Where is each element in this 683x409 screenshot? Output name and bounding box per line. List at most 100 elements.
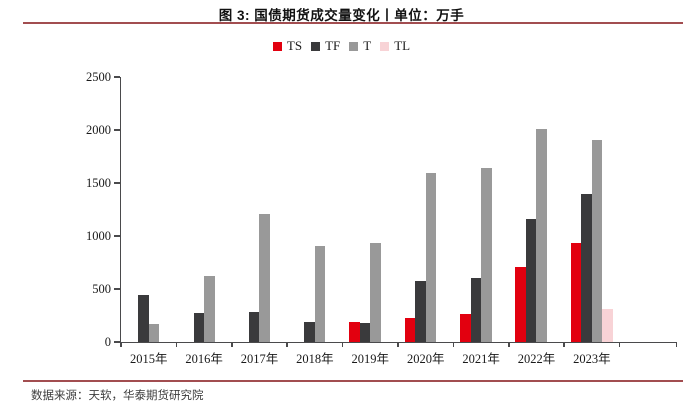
bar-tf-2023年	[581, 194, 592, 342]
x-axis-tick	[175, 342, 178, 347]
legend-label: TF	[325, 38, 341, 53]
bar-cluster	[404, 172, 447, 342]
data-source: 数据来源：天软，华泰期货研究院	[31, 390, 204, 402]
x-axis-tick	[618, 342, 621, 347]
x-axis-tick	[286, 342, 288, 347]
x-axis-label: 2016年	[185, 352, 223, 366]
bar-slot-tf	[138, 295, 149, 342]
legend-item-tf: TF	[311, 38, 340, 54]
bar-t-2021年	[481, 167, 492, 342]
x-axis-tick	[397, 342, 399, 347]
bar-ts-2020年	[404, 318, 416, 342]
bar-group-2017年	[232, 77, 287, 342]
bar-group-2022年	[509, 77, 564, 342]
y-axis-tick	[113, 235, 120, 237]
figure-title: 图 3: 国债期货成交量变化丨单位：万手	[218, 8, 465, 23]
bar-tf-2018年	[304, 321, 315, 342]
bar-group-2019年	[343, 77, 398, 342]
bar-slot-t	[591, 139, 603, 342]
legend-swatch-tf-icon	[311, 41, 321, 51]
bar-slot-tf	[470, 277, 482, 342]
y-axis-tick	[113, 341, 120, 343]
bar-slot-tf	[248, 312, 260, 342]
legend-item-tl: TL	[380, 38, 410, 54]
bar-slot-t	[148, 323, 160, 342]
bar-cluster	[183, 275, 225, 342]
bar-slot-ts	[460, 314, 471, 342]
bar-slot-t	[536, 128, 547, 342]
bar-slot-tf	[359, 323, 371, 342]
bar-cluster	[515, 128, 557, 342]
bar-cluster	[238, 213, 280, 342]
bar-slot-ts	[570, 242, 582, 342]
x-axis-label: 2019年	[351, 352, 390, 366]
bar-slot-tf	[193, 313, 205, 342]
x-axis-tick	[341, 342, 344, 347]
bar-slot-tf	[304, 321, 315, 342]
legend-label: T	[363, 38, 372, 53]
legend-label: TL	[394, 38, 411, 53]
bar-group-2021年	[453, 77, 508, 342]
bar-t-2022年	[536, 128, 547, 342]
y-axis-label: 2000	[86, 123, 111, 137]
bar-t-2015年	[148, 323, 160, 342]
bar-group-2023年	[564, 77, 619, 342]
bar-cluster	[128, 295, 170, 342]
bar-tf-2020年	[415, 281, 426, 342]
bar-slot-t	[370, 243, 381, 342]
y-axis-label: 500	[92, 282, 111, 296]
bar-group-2015年	[121, 77, 176, 342]
bar-slot-tf	[581, 194, 592, 342]
bar-slot-tf	[415, 281, 426, 342]
legend-swatch-ts-icon	[272, 41, 282, 51]
bar-cluster	[570, 139, 613, 342]
legend-label: TS	[286, 38, 303, 53]
bar-tf-2015年	[138, 295, 149, 342]
bar-tf-2017年	[248, 312, 260, 342]
legend-item-ts: TS	[272, 38, 303, 54]
bar-t-2023年	[591, 139, 603, 342]
bar-slot-t	[204, 275, 215, 342]
y-axis-tick	[113, 182, 120, 184]
legend-swatch-t-icon	[349, 41, 359, 51]
bar-slot-tf	[525, 218, 537, 342]
y-axis-label: 1500	[86, 176, 111, 190]
bar-tf-2022年	[525, 218, 537, 342]
bar-group-2020年	[398, 77, 453, 342]
y-axis-label: 2500	[86, 70, 111, 84]
bar-cluster	[460, 167, 502, 342]
bar-t-2020年	[425, 172, 437, 342]
bar-slot-t	[481, 167, 492, 342]
bar-group-2018年	[287, 77, 342, 342]
plot-area: 0 500 1000 1500 2000 2500 2015年 2016年 2017年 2018年…	[86, 70, 677, 366]
bar-tf-2019年	[359, 323, 371, 342]
x-axis-label: 2017年	[240, 352, 279, 366]
x-axis-label: 2021年	[462, 352, 500, 366]
chart-legend: TS TF T TL	[0, 38, 683, 54]
bar-cluster	[349, 243, 391, 342]
title-divider	[23, 22, 683, 24]
bar-ts-2022年	[515, 266, 526, 342]
x-axis-label: 2022年	[517, 352, 556, 366]
legend-item-t: T	[349, 38, 371, 54]
bar-slot-tl	[602, 309, 613, 342]
bar-tl-2023年	[602, 309, 613, 342]
bar-slot-ts	[404, 318, 416, 342]
y-axis-tick	[113, 129, 120, 131]
bar-tf-2016年	[193, 313, 205, 342]
bar-ts-2019年	[349, 321, 360, 342]
legend-swatch-tl-icon	[380, 41, 390, 51]
bar-slot-ts	[349, 321, 360, 342]
bar-t-2017年	[259, 213, 270, 342]
x-axis-label: 2023年	[573, 352, 611, 366]
x-axis-label: 2020年	[406, 352, 445, 366]
bar-ts-2023年	[570, 242, 582, 342]
footer-divider	[23, 380, 683, 382]
bar-t-2016年	[204, 275, 215, 342]
bar-slot-t	[259, 213, 270, 342]
x-axis-tick	[120, 342, 122, 347]
x-axis-end-tick	[675, 342, 677, 347]
x-axis-tick	[563, 342, 565, 347]
bar-ts-2021年	[460, 314, 471, 342]
